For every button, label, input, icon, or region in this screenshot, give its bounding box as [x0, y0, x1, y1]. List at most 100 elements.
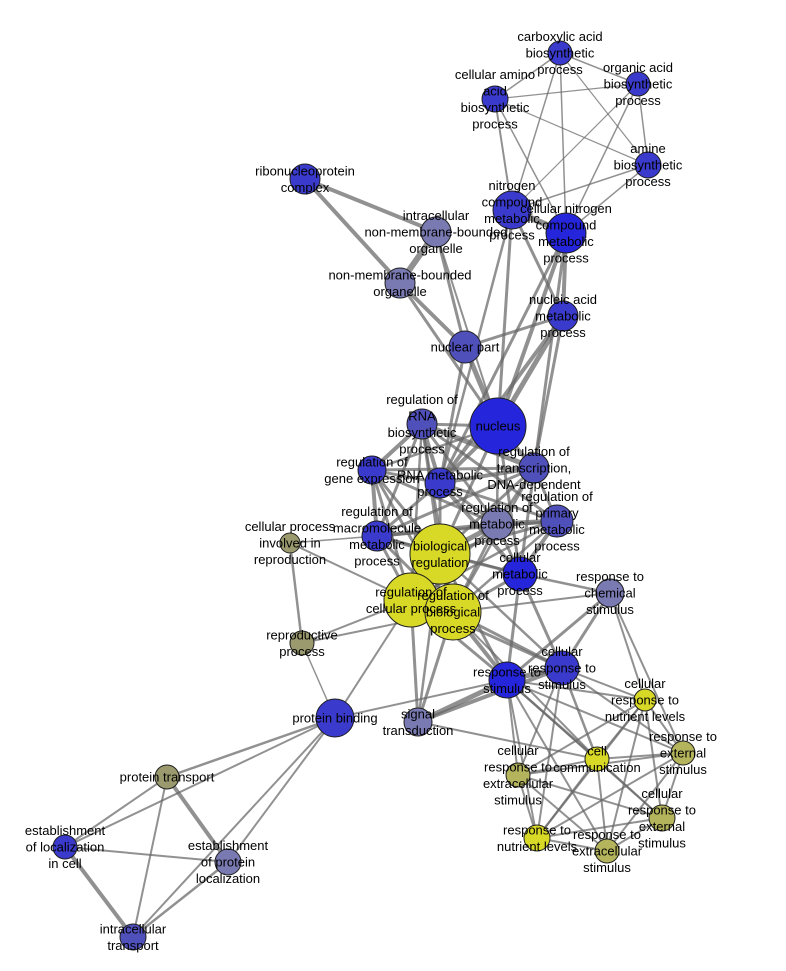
- node-ncm[interactable]: [492, 190, 532, 230]
- node-pt[interactable]: [154, 764, 180, 790]
- node-np[interactable]: [448, 330, 482, 364]
- node-crs[interactable]: [544, 650, 580, 686]
- edge-cres-crecs: [517, 774, 663, 819]
- node-inmbo[interactable]: [420, 216, 452, 248]
- edge-pb-elc: [64, 717, 336, 848]
- node-label-line: DNA-dependent: [487, 477, 581, 492]
- edge-rrb-rpm: [420, 422, 559, 523]
- node-label-line: process: [279, 644, 325, 659]
- edge-elc-epl: [64, 846, 229, 863]
- node-label-rcs: response to chemical stimulus: [576, 569, 644, 617]
- node-crecs[interactable]: [505, 762, 531, 788]
- edge-rcs-rs: [505, 591, 612, 682]
- node-rpm[interactable]: [540, 504, 574, 538]
- edge-ca-ncm: [511, 52, 561, 211]
- node-label-caa: cellular amino acid biosynthetic process: [455, 67, 535, 132]
- node-label-line: extracellular: [483, 776, 554, 791]
- node-rcs[interactable]: [595, 578, 625, 608]
- node-rs[interactable]: [488, 661, 526, 699]
- node-it[interactable]: [119, 923, 147, 951]
- node-rnp[interactable]: [289, 163, 321, 195]
- node-rp[interactable]: [289, 630, 315, 656]
- node-rm[interactable]: [480, 507, 514, 541]
- edge-ncm-nuc: [496, 208, 514, 428]
- edge-rrb-rmm: [375, 422, 424, 538]
- node-epl[interactable]: [214, 848, 242, 876]
- node-nuc[interactable]: [469, 397, 527, 455]
- node-res[interactable]: [670, 740, 696, 766]
- node-label-inmbo: intracellular non-membrane-bounded organel…: [364, 208, 507, 256]
- node-rtd[interactable]: [518, 452, 550, 484]
- node-cmp[interactable]: [502, 556, 538, 592]
- node-label-line: metabolic: [535, 309, 591, 324]
- node-cres[interactable]: [648, 804, 676, 832]
- node-label-line: nucleus: [476, 419, 521, 434]
- node-label-rs: response to stimulus: [473, 664, 541, 696]
- edge-np-nam: [463, 314, 565, 349]
- node-label-line: external: [660, 746, 706, 761]
- edge-crnl-cres: [644, 699, 663, 819]
- node-nam[interactable]: [547, 300, 579, 332]
- node-caa[interactable]: [481, 85, 509, 113]
- node-label-line: transduction: [383, 723, 454, 738]
- node-oa[interactable]: [625, 71, 651, 97]
- node-label-line: non-membrane-bounded: [328, 267, 471, 282]
- edge-pt-elc: [64, 776, 168, 848]
- node-label-crnl: cellular response to nutrient levels: [605, 676, 686, 724]
- edge-crnl-crecs: [517, 699, 646, 776]
- node-label-line: involved in: [259, 536, 320, 551]
- edge-rrb-rm: [420, 422, 499, 526]
- node-br[interactable]: [409, 523, 471, 585]
- node-label-line: process: [474, 533, 520, 548]
- node-cpir[interactable]: [279, 532, 301, 554]
- node-label-line: in cell: [48, 856, 81, 871]
- node-cc[interactable]: [584, 746, 610, 772]
- edge-cc-st: [417, 721, 598, 760]
- node-am[interactable]: [634, 151, 662, 179]
- label-layer: carboxylic acid biosynthetic processcellul…: [25, 29, 717, 953]
- edge-cc-rnl: [536, 758, 598, 839]
- node-label-line: process: [472, 116, 518, 131]
- edge-ca-oa: [559, 52, 639, 85]
- node-recs[interactable]: [594, 838, 620, 864]
- node-label-line: transcription,: [497, 461, 571, 476]
- node-label-line: nitrogen: [489, 178, 536, 193]
- node-label-br: biological regulation: [411, 538, 468, 570]
- node-label-line: external: [639, 819, 685, 834]
- node-elc[interactable]: [52, 834, 78, 860]
- node-pb[interactable]: [315, 698, 355, 738]
- node-label-line: RNA metabolic: [397, 467, 483, 482]
- node-rmm[interactable]: [361, 520, 393, 552]
- node-crnl[interactable]: [633, 688, 657, 712]
- node-rge[interactable]: [357, 455, 387, 485]
- edge-pb-epl: [227, 717, 336, 863]
- edge-am-ncm: [511, 164, 649, 211]
- node-label-line: stimulus: [586, 602, 634, 617]
- node-label-rge: regulation of gene expression: [324, 454, 419, 486]
- node-label-line: organelle: [373, 284, 427, 299]
- node-rmp[interactable]: [424, 467, 456, 499]
- node-nmbo[interactable]: [384, 267, 416, 299]
- edge-np-rmp: [438, 345, 467, 485]
- node-label-line: stimulus: [483, 681, 531, 696]
- edge-cnc-cmp: [518, 231, 568, 576]
- node-rrb[interactable]: [406, 408, 438, 440]
- node-ca[interactable]: [547, 40, 573, 66]
- edge-rmp-rpm: [438, 481, 559, 523]
- node-label-ncm: nitrogen compound metabolic process: [482, 178, 543, 243]
- node-label-line: regulation of: [336, 454, 408, 469]
- node-label-line: localization: [196, 871, 260, 886]
- node-cnc[interactable]: [545, 212, 587, 254]
- node-label-res: response to external stimulus: [649, 729, 717, 777]
- node-label-line: response to: [503, 822, 571, 837]
- edge-rcs-crnl: [609, 592, 646, 701]
- edge-rs-crnl: [506, 679, 646, 701]
- node-st[interactable]: [403, 707, 433, 737]
- node-label-line: response to: [611, 693, 679, 708]
- node-label-oa: organic acid biosynthetic process: [603, 60, 673, 108]
- node-rbp[interactable]: [424, 583, 482, 641]
- edge-nam-rtd: [532, 314, 565, 470]
- node-label-it: intracellular transport: [100, 921, 167, 953]
- node-label-rcp: regulation of cellular process: [366, 584, 457, 616]
- node-rnl[interactable]: [523, 824, 551, 852]
